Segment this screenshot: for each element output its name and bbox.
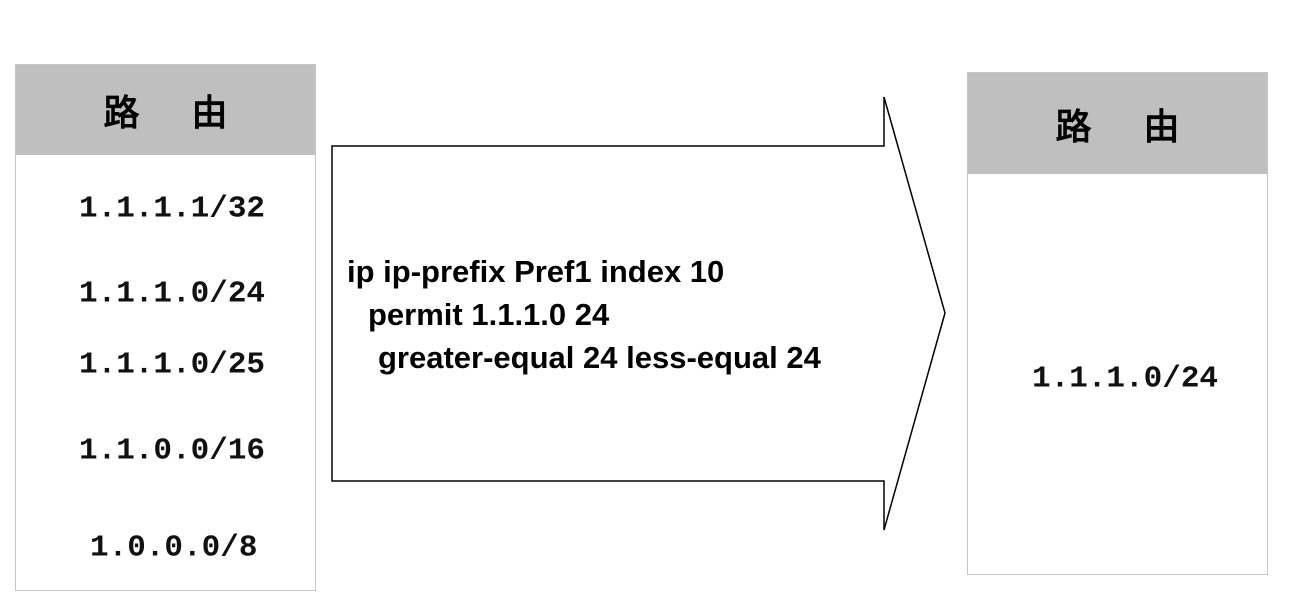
route-entry: 1.1.1.0/24 <box>1032 361 1219 397</box>
route-entry: 1.1.0.0/16 <box>79 433 266 469</box>
filtered-route-table: 路由 1.1.1.0/24 <box>967 72 1268 575</box>
source-table-header: 路由 <box>16 65 315 155</box>
source-route-table: 路由 1.1.1.1/32 1.1.1.0/24 1.1.1.0/25 1.1.… <box>15 64 316 591</box>
filter-rule-line-2: permit 1.1.1.0 24 <box>368 297 610 332</box>
filter-rule-line-3: greater-equal 24 less-equal 24 <box>378 340 821 375</box>
route-entry: 1.1.1.0/25 <box>79 347 266 383</box>
route-entry: 1.0.0.0/8 <box>90 530 258 566</box>
route-entry: 1.1.1.0/24 <box>79 276 266 312</box>
route-entry: 1.1.1.1/32 <box>79 191 266 227</box>
filter-rule-line-1: ip ip-prefix Pref1 index 10 <box>347 254 725 289</box>
filtered-table-header: 路由 <box>968 73 1267 174</box>
